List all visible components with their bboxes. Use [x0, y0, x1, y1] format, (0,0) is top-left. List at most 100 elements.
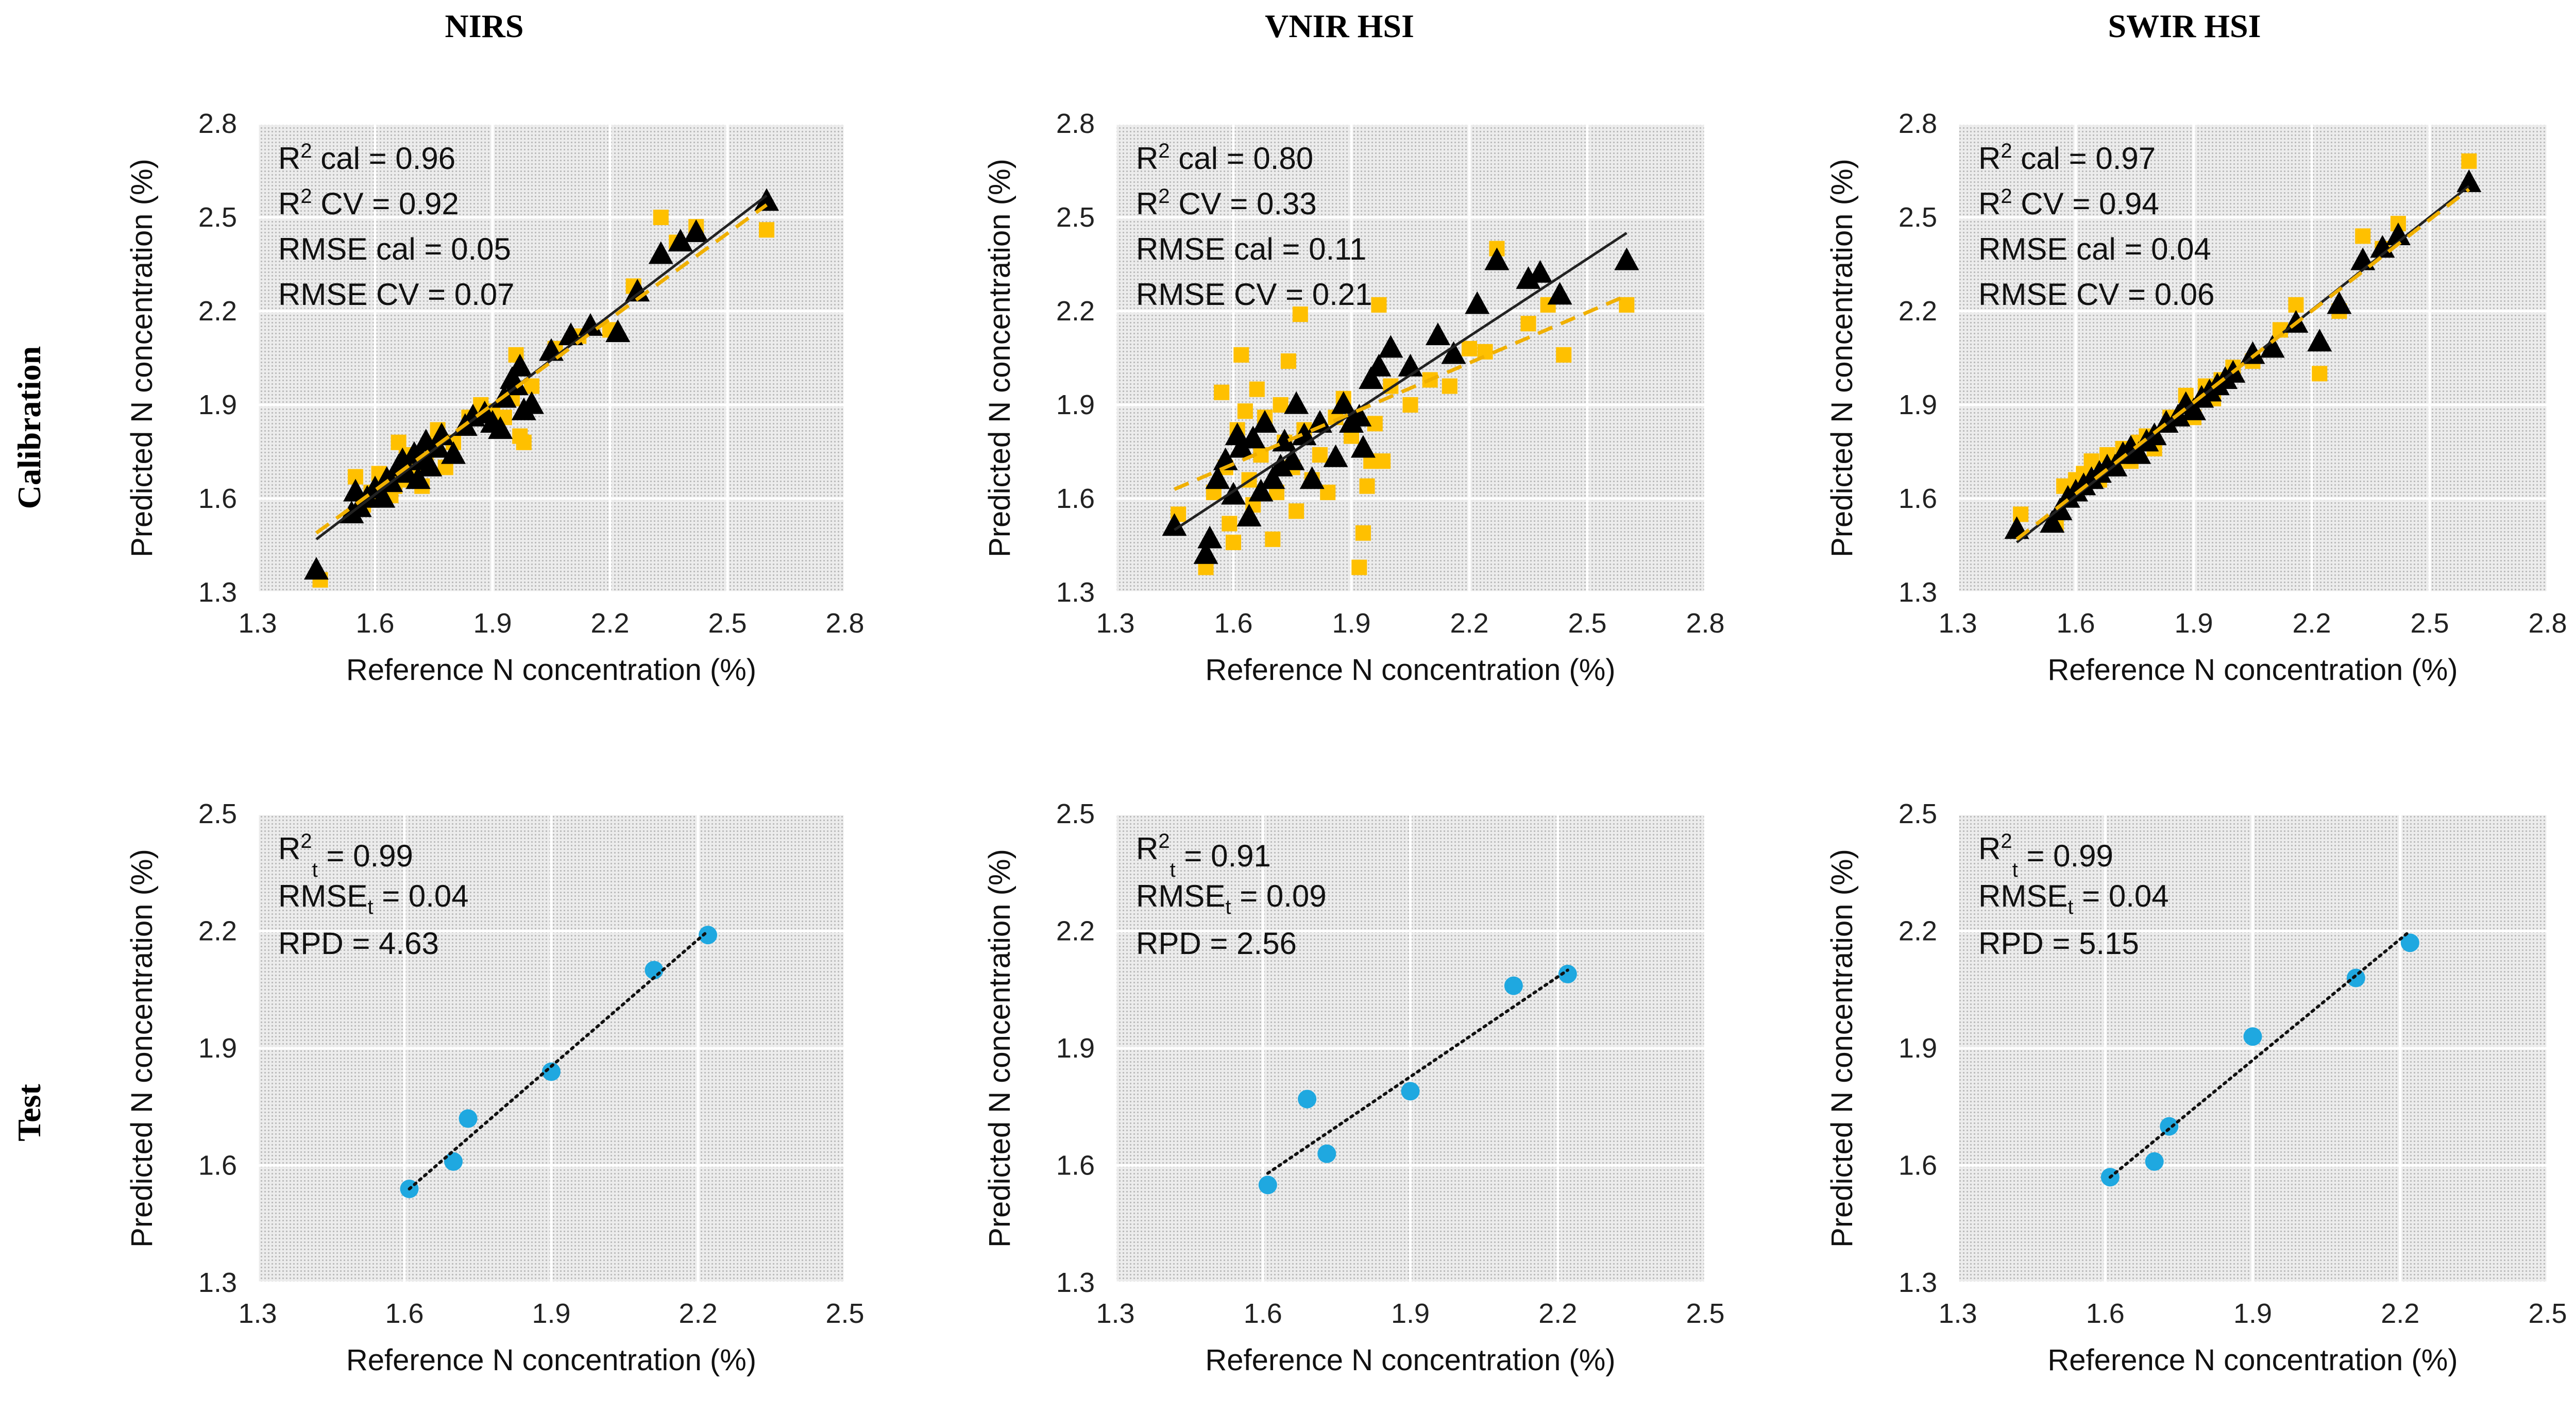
data-point-cross-validation: [1351, 559, 1367, 575]
data-point-test: [459, 1109, 478, 1128]
y-tick-label: 1.3: [1056, 577, 1095, 608]
y-tick-label: 1.9: [198, 389, 237, 420]
data-point-cross-validation: [1371, 297, 1387, 313]
x-tick-label: 1.6: [1214, 608, 1252, 639]
y-tick-label: 2.5: [198, 202, 237, 233]
data-point-calibration: [2327, 291, 2352, 314]
x-tick-label: 1.6: [1244, 1298, 1282, 1329]
data-point-cross-validation: [1249, 381, 1265, 397]
x-tick-label: 2.2: [2381, 1298, 2419, 1329]
y-tick-label: 1.6: [198, 1150, 237, 1181]
data-point-cross-validation: [1292, 306, 1308, 322]
y-tick-label: 1.6: [1056, 483, 1095, 514]
test-fit-line: [2108, 929, 2412, 1179]
data-point-cross-validation: [1375, 453, 1391, 469]
annotation: RMSEt = 0.04: [278, 879, 469, 918]
panel-test-nirs: 1.3 1.6 1.9 2.2 2.5 1.3 1.6 1.9 2.2 2.5 Reference …: [125, 798, 865, 1377]
x-tick-label: 1.3: [1938, 608, 1977, 639]
data-point-calibration: [1441, 341, 1466, 364]
annotation: RPD = 2.56: [1136, 926, 1297, 961]
y-tick-label: 2.5: [1899, 202, 1937, 233]
data-point-cross-validation: [1442, 378, 1458, 394]
data-point-test: [1401, 1082, 1420, 1101]
annotation: RPD = 4.63: [278, 926, 439, 961]
data-point-calibration: [1241, 425, 1266, 449]
x-axis-label: Reference N concentration (%): [346, 653, 756, 687]
data-point-calibration: [1284, 391, 1309, 414]
annotation: R2t = 0.99: [1978, 830, 2113, 881]
data-point-calibration: [2307, 329, 2332, 352]
data-point-cross-validation: [1355, 525, 1371, 541]
calibration-fit-line: [1174, 232, 1628, 531]
data-point-calibration: [578, 313, 603, 336]
annotation: RPD = 5.15: [1978, 926, 2139, 961]
data-point-test: [1558, 964, 1577, 983]
x-tick-label: 1.6: [2086, 1298, 2125, 1329]
x-tick-label: 1.6: [2056, 608, 2095, 639]
x-tick-label: 2.5: [708, 608, 747, 639]
data-point-test: [444, 1152, 463, 1171]
x-axis-label: Reference N concentration (%): [1205, 653, 1615, 687]
data-point-cross-validation: [1237, 403, 1253, 419]
data-point-calibration: [2456, 169, 2482, 192]
data-point-calibration: [1614, 247, 1639, 270]
annotation: RMSE CV = 0.06: [1978, 277, 2215, 312]
data-point-calibration: [668, 229, 693, 252]
annotation: R2 CV = 0.92: [278, 185, 459, 221]
y-tick-label: 2.5: [1056, 798, 1095, 829]
annotation: R2 cal = 0.96: [278, 140, 455, 176]
data-point-cross-validation: [1280, 353, 1296, 369]
x-tick-label: 1.6: [355, 608, 394, 639]
panel-test-swir-hsi: 1.3 1.6 1.9 2.2 2.5 1.3 1.6 1.9 2.2 2.5 Reference …: [1825, 798, 2567, 1377]
annotation: R2 cal = 0.97: [1978, 140, 2156, 176]
data-point-calibration: [1193, 541, 1218, 564]
data-point-cross-validation: [1462, 340, 1477, 356]
x-tick-label: 1.9: [473, 608, 512, 639]
x-tick-label: 2.5: [825, 1298, 864, 1329]
x-tick-label: 2.8: [825, 608, 864, 639]
data-point-calibration: [754, 188, 779, 211]
annotation: RMSE CV = 0.07: [278, 277, 515, 312]
data-point-cross-validation: [1214, 384, 1230, 400]
x-tick-label: 1.6: [385, 1298, 423, 1329]
data-point-calibration: [370, 485, 396, 508]
y-tick-label: 2.2: [1899, 916, 1937, 947]
data-point-calibration: [2385, 223, 2411, 245]
data-point-test: [1317, 1144, 1336, 1163]
y-tick-label: 2.2: [1056, 916, 1095, 947]
data-point-calibration: [503, 372, 529, 396]
data-point-cross-validation: [1359, 478, 1375, 494]
x-tick-label: 1.3: [238, 1298, 277, 1329]
cv-fit-line: [1174, 294, 1628, 491]
x-tick-label: 2.2: [679, 1298, 717, 1329]
data-point-test: [542, 1062, 561, 1081]
data-point-cross-validation: [1556, 347, 1572, 363]
x-tick-label: 2.2: [1450, 608, 1488, 639]
x-tick-label: 2.2: [590, 608, 629, 639]
data-point-calibration: [1162, 513, 1187, 536]
x-tick-label: 1.9: [2233, 1298, 2272, 1329]
series-test: [2100, 933, 2419, 1187]
data-point-test: [699, 926, 717, 945]
y-tick-label: 1.6: [1899, 483, 1937, 514]
x-axis-label: Reference N concentration (%): [346, 1343, 756, 1377]
y-tick-label: 1.3: [198, 577, 237, 608]
data-point-test: [1504, 976, 1523, 995]
data-point-cross-validation: [1265, 531, 1281, 547]
data-point-calibration: [519, 391, 544, 414]
cv-fit-line: [315, 203, 768, 535]
data-point-calibration: [1229, 435, 1254, 458]
data-point-cross-validation: [1273, 397, 1289, 413]
x-tick-label: 2.5: [2528, 1298, 2567, 1329]
x-tick-label: 2.2: [1538, 1298, 1577, 1329]
x-tick-label: 1.3: [1096, 1298, 1134, 1329]
row-title-calibration: Calibration: [11, 346, 47, 509]
x-axis-label: Reference N concentration (%): [2047, 1343, 2458, 1377]
data-point-calibration: [1378, 335, 1403, 358]
y-tick-label: 1.3: [198, 1267, 237, 1298]
panel-test-vnir-hsi: 1.3 1.6 1.9 2.2 2.5 1.3 1.6 1.9 2.2 2.5 Reference …: [983, 798, 1725, 1377]
data-point-calibration: [1516, 266, 1541, 289]
data-point-calibration: [1359, 366, 1384, 389]
y-axis-label: Predicted N concentration (%): [983, 159, 1016, 557]
column-title-nirs: NIRS: [445, 8, 524, 44]
